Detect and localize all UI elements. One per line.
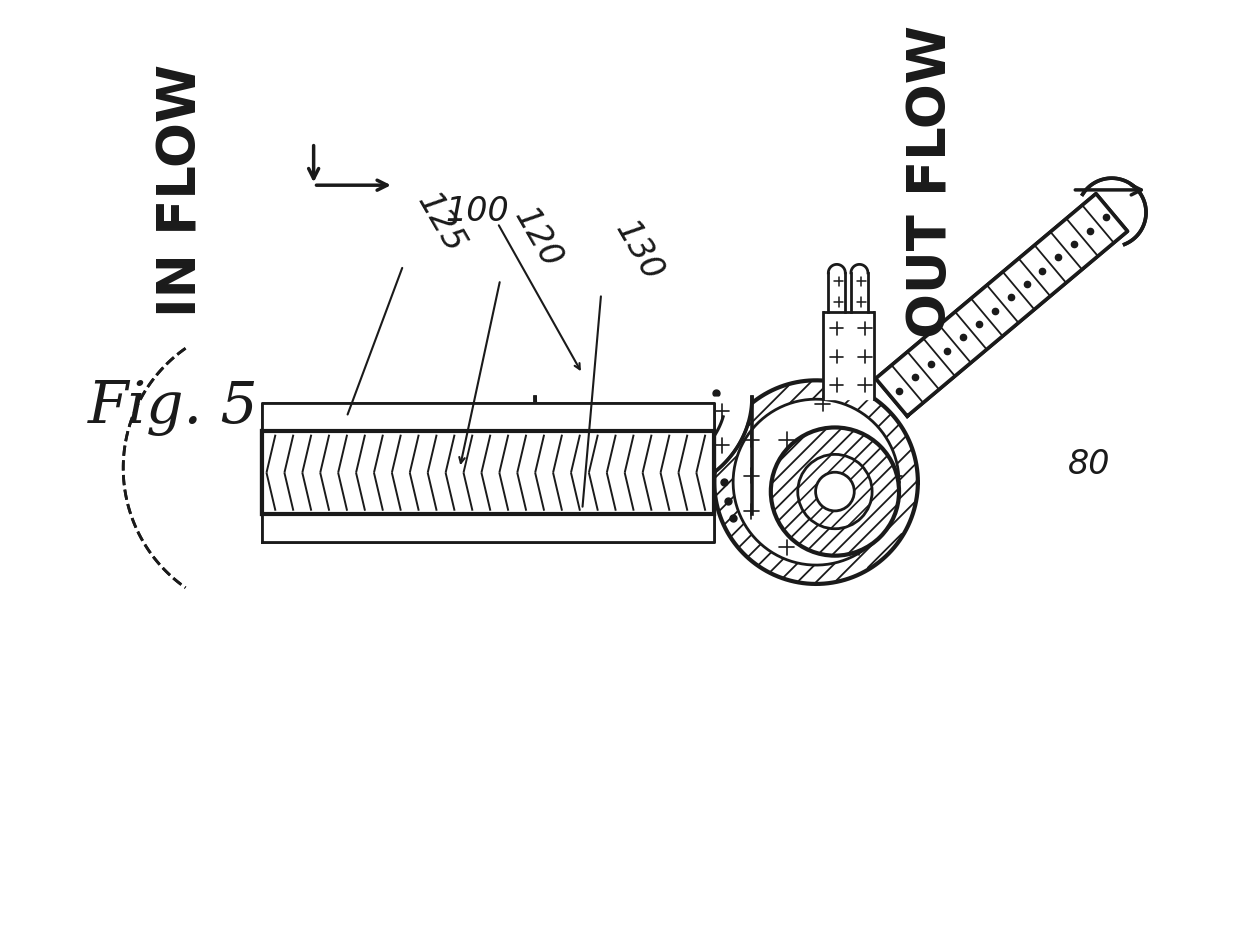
Bar: [262, 431, 714, 515]
Polygon shape: [828, 265, 846, 273]
Polygon shape: [851, 265, 868, 273]
Text: 100: 100: [445, 195, 510, 227]
Polygon shape: [714, 381, 918, 584]
Text: OUT FLOW: OUT FLOW: [905, 25, 957, 338]
Circle shape: [771, 428, 899, 556]
Text: 120: 120: [507, 202, 568, 273]
Circle shape: [797, 455, 872, 529]
Polygon shape: [262, 515, 714, 543]
Polygon shape: [262, 431, 714, 515]
Text: Fig. 5: Fig. 5: [87, 379, 258, 435]
Text: 130: 130: [609, 215, 670, 286]
Text: IN FLOW: IN FLOW: [156, 65, 207, 317]
Polygon shape: [262, 431, 714, 515]
Text: 80: 80: [1068, 447, 1110, 480]
Polygon shape: [822, 314, 873, 400]
Polygon shape: [262, 403, 714, 431]
Text: 125: 125: [410, 187, 471, 258]
Polygon shape: [828, 273, 846, 314]
Polygon shape: [536, 398, 751, 497]
Polygon shape: [733, 400, 899, 565]
Bar: [262, 431, 714, 515]
Polygon shape: [875, 195, 1127, 417]
Polygon shape: [262, 403, 714, 431]
Polygon shape: [262, 515, 714, 543]
Polygon shape: [875, 195, 1127, 417]
Polygon shape: [851, 273, 868, 314]
Circle shape: [816, 473, 854, 511]
